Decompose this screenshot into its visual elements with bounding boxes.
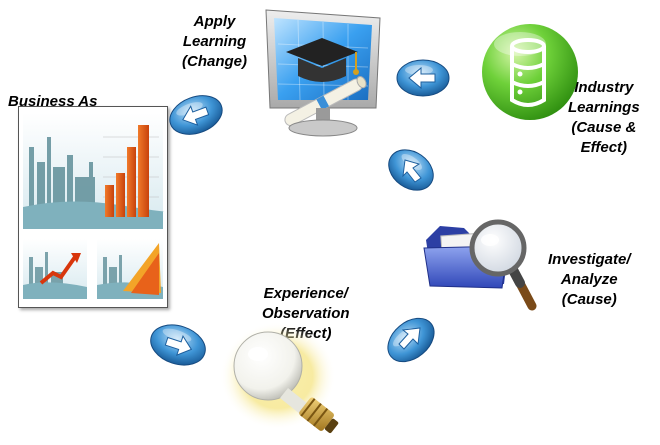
label-apply-learning: Apply Learning (Change) [182, 12, 247, 72]
business-line-1: Business As [8, 93, 98, 110]
industry-line-4: Effect) [580, 139, 628, 156]
investigate-line-1: Investigate/ [548, 251, 631, 268]
arrow-badge-left-business [166, 94, 226, 136]
industry-line-1: Industry [574, 79, 634, 96]
label-industry-learnings: Industry Learnings (Cause & Effect) [568, 78, 640, 158]
experience-line-2: Observation [262, 305, 350, 322]
lightbulb-icon [218, 318, 358, 438]
database-icon [480, 18, 580, 126]
arrow-badge-up-lower [382, 316, 440, 364]
industry-line-2: Learnings [568, 99, 640, 116]
arrow-badge-left-top [395, 58, 451, 98]
monitor-with-graduation-cap-icon [258, 4, 388, 139]
magnifier-folder-icon [420, 206, 542, 318]
business-chart-icon [18, 106, 168, 308]
investigate-line-3: (Cause) [561, 291, 617, 308]
experience-line-1: Experience/ [263, 285, 348, 302]
arrow-badge-right-bottom [146, 322, 210, 368]
arrow-badge-up-right [385, 146, 437, 194]
label-investigate-analyze: Investigate/ Analyze (Cause) [548, 250, 631, 310]
investigate-line-2: Analyze [560, 271, 618, 288]
industry-line-3: (Cause & [571, 119, 637, 136]
apply-line-1: Apply [193, 13, 236, 30]
apply-line-2: Learning [182, 33, 247, 50]
apply-line-3: (Change) [182, 53, 247, 70]
